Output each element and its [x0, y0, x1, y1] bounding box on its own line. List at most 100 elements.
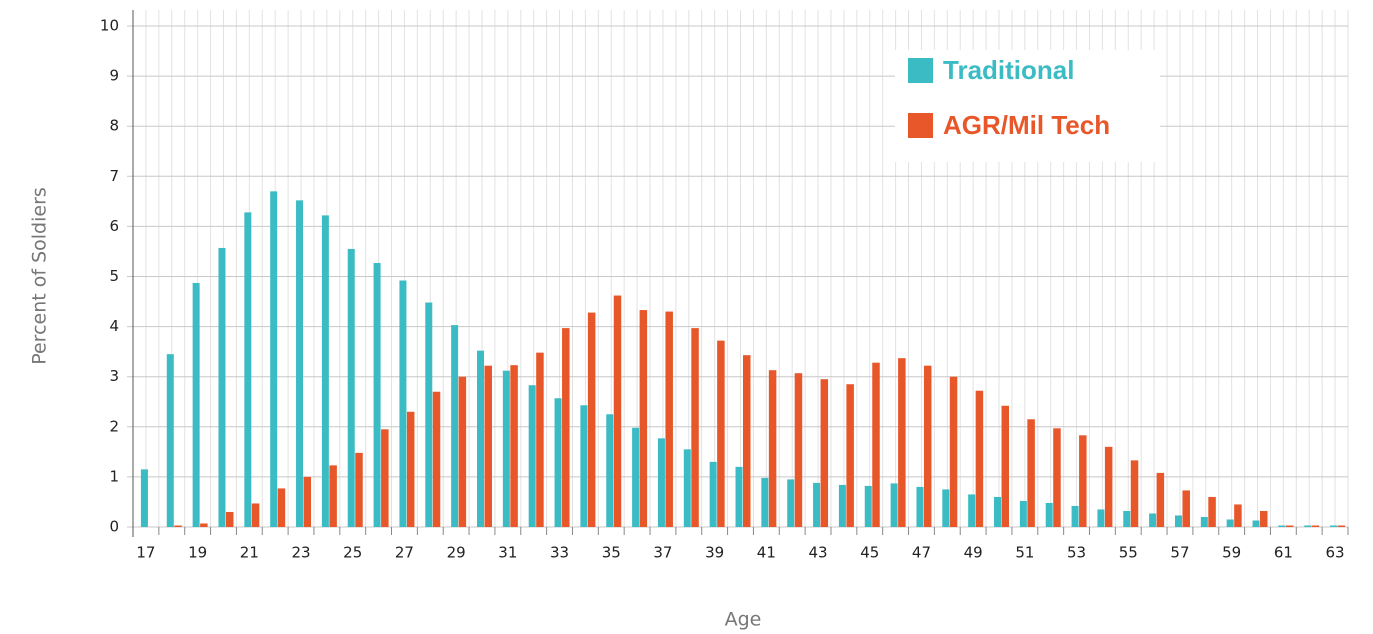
bar: [898, 358, 906, 527]
bar: [562, 328, 570, 527]
bar: [432, 391, 441, 527]
bar: [1071, 505, 1079, 527]
bar: [735, 466, 743, 527]
bar: [140, 469, 148, 527]
x-tick-label: 39: [705, 544, 724, 562]
bar: [1208, 496, 1216, 527]
bar: [277, 488, 286, 527]
legend-swatch: [908, 113, 933, 138]
y-tick-label: 1: [109, 467, 119, 485]
bar: [1001, 405, 1010, 527]
y-tick-label: 4: [109, 317, 119, 335]
bar: [994, 496, 1002, 527]
bar: [846, 384, 854, 527]
bar: [502, 370, 510, 527]
x-tick-label: 31: [498, 544, 517, 562]
bar: [218, 247, 226, 527]
x-axis-title: Age: [725, 609, 762, 631]
bar: [838, 484, 846, 527]
bar: [1226, 519, 1234, 527]
bar: [251, 503, 260, 527]
bar: [890, 483, 898, 527]
y-tick-label: 9: [109, 67, 119, 85]
x-tick-label: 45: [860, 544, 879, 562]
bar: [942, 489, 950, 527]
bar: [916, 486, 924, 527]
x-tick-label: 37: [653, 544, 672, 562]
bar: [355, 452, 363, 527]
bar: [1311, 525, 1320, 527]
bar: [1337, 525, 1346, 527]
bar: [329, 465, 337, 527]
y-tick-label: 10: [100, 17, 119, 35]
legend-swatch: [908, 58, 933, 83]
bar: [1182, 490, 1190, 527]
bar: [1174, 515, 1182, 527]
bar: [606, 414, 614, 527]
bar: [787, 479, 795, 527]
bar: [743, 355, 751, 527]
legend-box: [895, 50, 1160, 162]
bar: [484, 365, 492, 527]
x-tick-label: 43: [809, 544, 828, 562]
y-tick-label: 8: [109, 117, 119, 135]
bar: [296, 200, 304, 527]
bar: [192, 283, 200, 527]
bar: [458, 376, 467, 527]
bar: [768, 370, 777, 527]
bar: [554, 398, 562, 527]
bar: [1130, 460, 1139, 527]
bar: [864, 485, 872, 527]
x-tick-label: 27: [395, 544, 414, 562]
y-tick-label: 2: [109, 417, 119, 435]
x-tick-label: 51: [1015, 544, 1034, 562]
y-tick-label: 7: [109, 167, 119, 185]
x-tick-label: 55: [1119, 544, 1138, 562]
bar: [761, 477, 769, 527]
x-tick-label: 47: [912, 544, 931, 562]
bar: [399, 280, 407, 527]
bar: [820, 379, 829, 527]
bar: [510, 365, 518, 527]
bar: [709, 461, 717, 527]
bar: [949, 376, 958, 527]
bar: [1330, 525, 1338, 527]
bar: [1200, 516, 1208, 527]
y-tick-label: 0: [109, 518, 119, 536]
x-tick-label: 59: [1222, 544, 1241, 562]
bar: [536, 352, 544, 527]
bar: [1097, 509, 1105, 527]
bar: [665, 311, 673, 527]
x-tick-label: 17: [136, 544, 155, 562]
x-tick-label: 63: [1326, 544, 1345, 562]
bar: [1278, 525, 1286, 527]
y-axis-title: Percent of Soldiers: [29, 187, 51, 365]
bar: [1156, 472, 1165, 527]
bar: [381, 429, 389, 527]
bar: [476, 350, 484, 527]
bar: [244, 212, 252, 527]
bar: [657, 438, 665, 527]
bar: [1252, 520, 1260, 527]
bar: [923, 365, 932, 527]
bar: [425, 302, 433, 527]
bar: [1079, 435, 1087, 527]
bar: [451, 325, 459, 527]
bar: [587, 312, 596, 527]
x-tick-label: 29: [447, 544, 466, 562]
x-tick-label: 25: [343, 544, 362, 562]
bar: [632, 427, 640, 527]
bar: [613, 295, 622, 527]
bar: [1260, 510, 1268, 527]
legend-label: AGR/Mil Tech: [943, 110, 1110, 140]
y-tick-label: 3: [109, 367, 119, 385]
bar: [225, 511, 234, 527]
bar: [872, 362, 880, 527]
x-tick-label: 21: [240, 544, 259, 562]
bar: [373, 262, 381, 527]
bar: [1304, 525, 1312, 527]
bar: [813, 482, 821, 527]
bar: [1053, 428, 1061, 527]
